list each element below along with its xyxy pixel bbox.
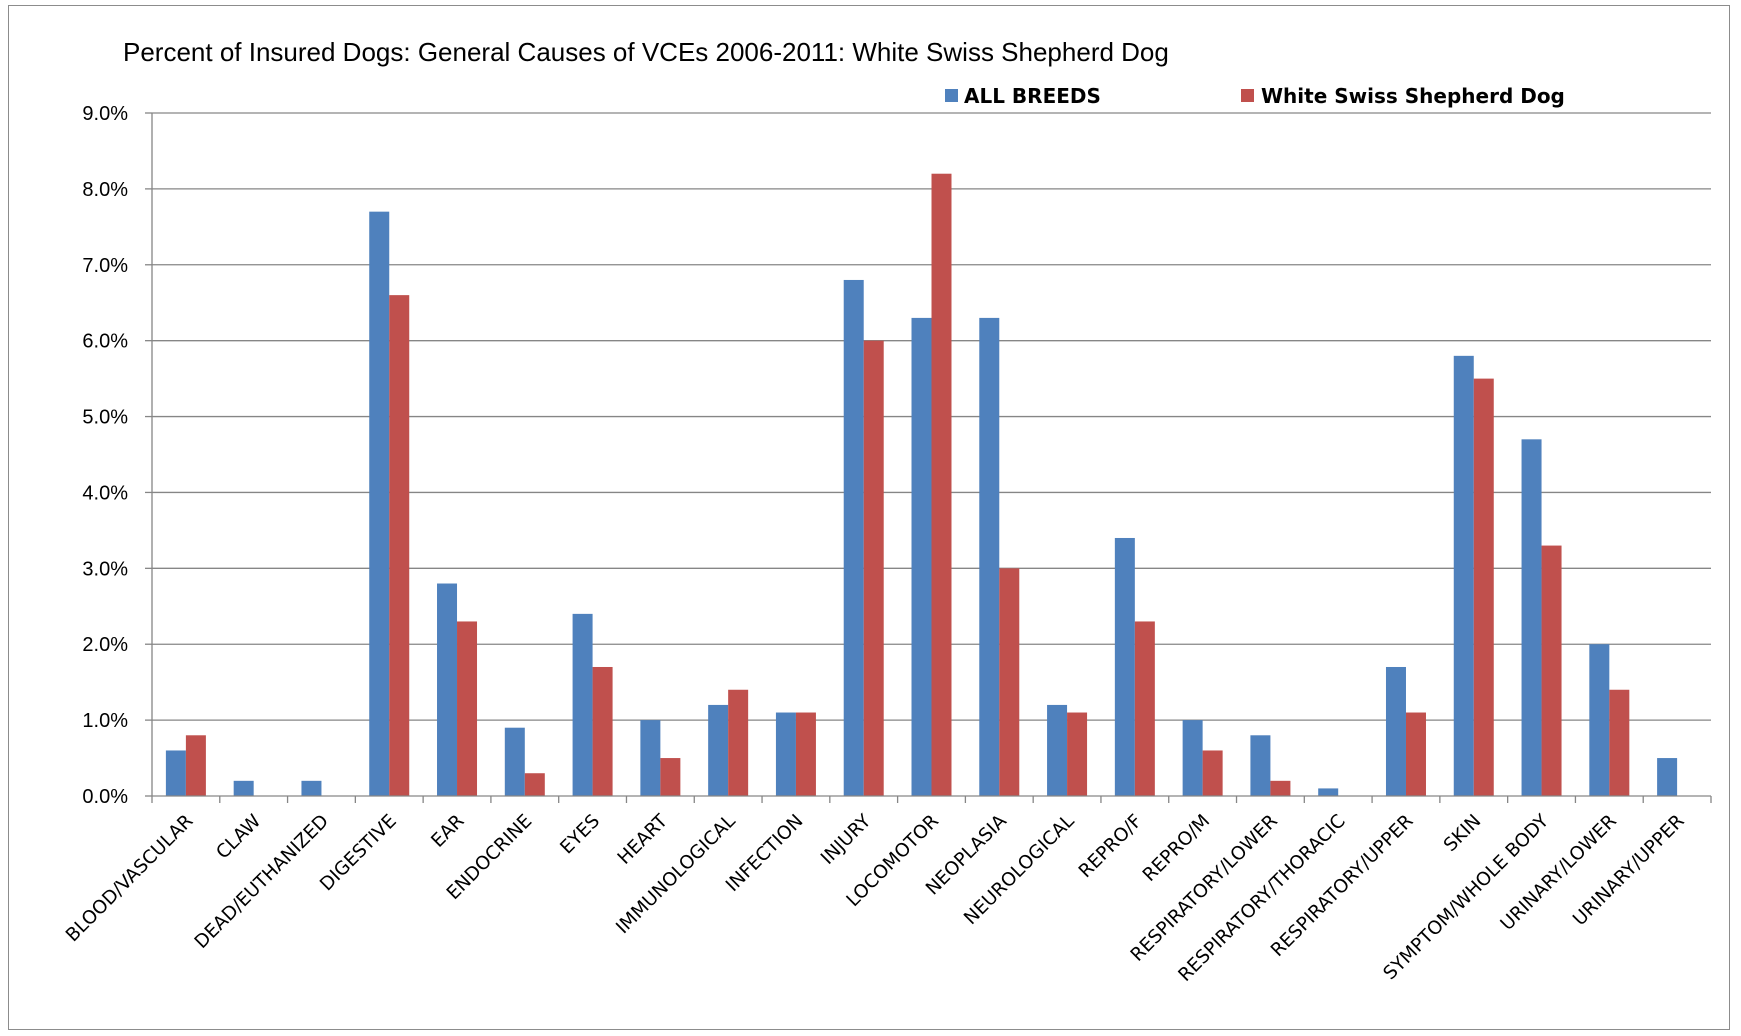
bar-all-breeds — [1657, 758, 1678, 796]
x-tick-label: RESPIRATORY/UPPER — [1267, 811, 1417, 961]
bar-white-swiss-shepherd — [1134, 621, 1155, 796]
legend-label-white-swiss-shepherd: White Swiss Shepherd Dog — [1261, 84, 1565, 108]
legend-swatch-all-breeds — [945, 89, 958, 102]
axes — [151, 113, 1711, 797]
x-tick-label: CLAW — [212, 811, 265, 864]
bar-white-swiss-shepherd — [1541, 545, 1562, 796]
y-tick-label: 9.0% — [82, 103, 128, 125]
bar-all-breeds — [775, 712, 796, 796]
bar-all-breeds — [1047, 704, 1068, 796]
x-tick-label: IMMUNOLOGICAL — [612, 810, 740, 938]
bar-all-breeds — [979, 317, 1000, 796]
bar-all-breeds — [1521, 439, 1542, 796]
y-tick-label: 4.0% — [82, 482, 128, 504]
x-tick-label: URINARY/LOWER — [1497, 811, 1621, 935]
bar-white-swiss-shepherd — [795, 712, 816, 796]
y-tick-label: 2.0% — [82, 634, 128, 656]
bar-white-swiss-shepherd — [1202, 750, 1223, 796]
bar-all-breeds — [708, 704, 729, 796]
bar-all-breeds — [1318, 788, 1339, 796]
bar-all-breeds — [640, 720, 661, 796]
bar-white-swiss-shepherd — [389, 295, 410, 796]
legend-swatch-white-swiss-shepherd — [1241, 89, 1254, 102]
bar-all-breeds — [165, 750, 186, 796]
y-tick-label: 3.0% — [82, 558, 128, 580]
y-tick-label: 5.0% — [82, 407, 128, 429]
bar-all-breeds — [504, 727, 525, 796]
bar-all-breeds — [369, 211, 390, 797]
bar-white-swiss-shepherd — [728, 689, 749, 796]
y-axis-ticks: 0.0% 1.0% 2.0% 3.0% 4.0% 5.0% 6.0% 7.0% 8.0% 9.0% — [82, 103, 152, 808]
bar-all-breeds — [1453, 355, 1474, 796]
legend: ALL BREEDS White Swiss Shepherd Dog — [945, 84, 1565, 108]
bar-all-breeds — [301, 780, 322, 796]
bar-all-breeds — [437, 583, 458, 796]
x-tick-label: EYES — [556, 811, 604, 859]
x-tick-label: DEAD/EUTHANIZED — [191, 811, 333, 953]
x-tick-label: INJURY — [817, 810, 876, 869]
bar-all-breeds — [843, 279, 864, 796]
bar-white-swiss-shepherd — [457, 621, 478, 796]
bar-white-swiss-shepherd — [1067, 712, 1088, 796]
bar-all-breeds — [1250, 735, 1271, 796]
bar-white-swiss-shepherd — [863, 340, 884, 796]
y-tick-label: 8.0% — [82, 179, 128, 201]
bar-white-swiss-shepherd — [999, 568, 1020, 796]
bar-white-swiss-shepherd — [1270, 780, 1291, 796]
bar-white-swiss-shepherd — [185, 735, 206, 796]
x-tick-label: HEART — [614, 810, 673, 869]
y-tick-label: 0.0% — [82, 786, 128, 808]
x-tick-label: BLOOD/VASCULAR — [62, 811, 198, 947]
x-tick-label: SKIN — [1440, 811, 1485, 856]
bar-all-breeds — [911, 317, 932, 796]
y-tick-label: 6.0% — [82, 331, 128, 353]
bar-all-breeds — [1182, 720, 1203, 796]
x-tick-label: EAR — [427, 811, 468, 852]
bar-all-breeds — [1385, 666, 1406, 796]
bar-all-breeds — [233, 780, 254, 796]
bar-white-swiss-shepherd — [1609, 689, 1630, 796]
bars — [165, 173, 1678, 797]
x-axis-ticks: BLOOD/VASCULAR CLAWDEAD/EUTHANIZEDDIGESTI… — [62, 796, 1712, 986]
chart-title: Percent of Insured Dogs: General Causes … — [123, 37, 1169, 67]
bar-white-swiss-shepherd — [1405, 712, 1426, 796]
y-tick-label: 7.0% — [82, 255, 128, 277]
bar-white-swiss-shepherd — [592, 666, 613, 796]
bar-white-swiss-shepherd — [1473, 378, 1494, 796]
y-tick-label: 1.0% — [82, 710, 128, 732]
bar-all-breeds — [1114, 537, 1135, 796]
x-tick-label: REPRO/F — [1075, 811, 1146, 882]
bar-all-breeds — [1589, 644, 1610, 796]
bar-white-swiss-shepherd — [931, 173, 952, 796]
bar-all-breeds — [572, 613, 593, 796]
bar-white-swiss-shepherd — [524, 773, 545, 796]
legend-label-all-breeds: ALL BREEDS — [964, 84, 1101, 108]
bar-white-swiss-shepherd — [660, 758, 681, 796]
